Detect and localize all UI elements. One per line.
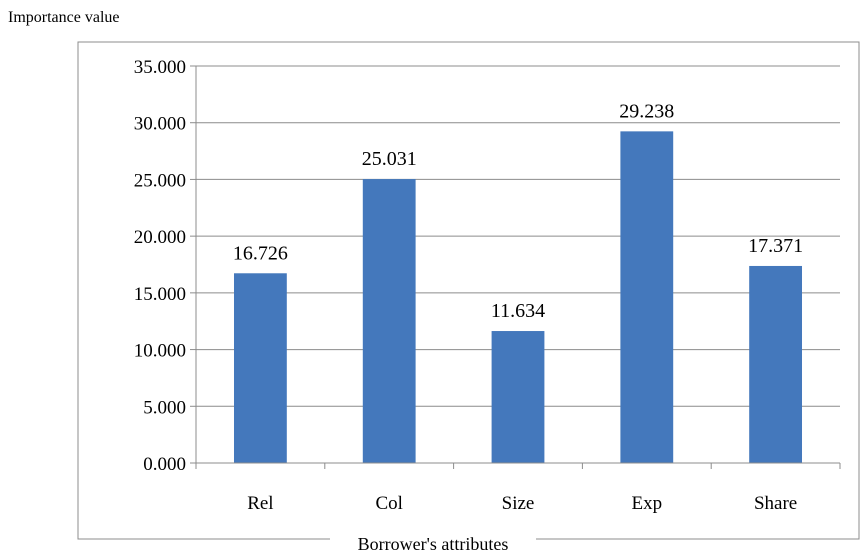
x-tick-label-share: Share [754,493,797,514]
y-tick-label: 30.000 [134,114,186,135]
x-axis-ticks: Rel Col Size Exp Share [195,463,841,514]
y-tick-label: 35.000 [134,57,186,78]
y-tick-label: 15.000 [134,284,186,305]
x-axis-title: Borrower's attributes [358,534,509,554]
x-tick-label-exp: Exp [631,493,662,514]
data-label-exp: 29.238 [619,100,674,122]
y-tick-label: 20.000 [134,227,186,248]
y-axis-ticks: 0.000 5.000 10.000 15.000 20.000 25.000 30.000… [134,57,196,475]
bar-exp [620,131,674,463]
data-label-rel: 16.726 [233,242,288,264]
bar-rel [233,273,287,463]
plot-area-frame [77,41,860,540]
y-tick-label: 25.000 [134,170,186,191]
y-tick-label: 10.000 [134,341,186,362]
x-axis-title-bg [330,528,536,552]
y-tick-label: 5.000 [143,397,186,418]
bar-share [749,265,803,463]
bar-col [362,179,416,463]
gridlines [196,65,840,407]
bars [233,131,803,463]
data-label-size: 11.634 [491,300,545,322]
bar-size [491,331,545,463]
x-tick-label-size: Size [502,493,535,514]
data-labels: 16.726 25.031 11.634 29.238 17.371 [233,100,803,322]
x-tick-label-rel: Rel [247,493,273,514]
data-label-col: 25.031 [362,148,417,170]
y-tick-label: 0.000 [143,454,186,475]
data-label-share: 17.371 [748,235,803,257]
y-axis-title: Importance value [8,9,120,26]
x-tick-label-col: Col [375,493,402,514]
